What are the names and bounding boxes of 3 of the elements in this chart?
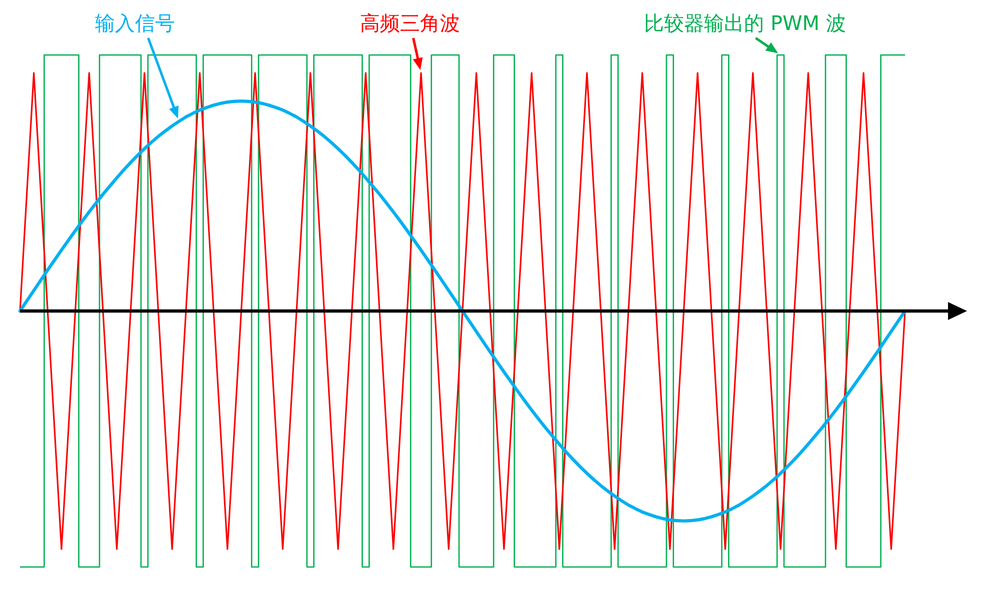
text: 输入信号 xyxy=(95,11,175,35)
series-label: 高频三角波 xyxy=(360,11,460,35)
series-label: 比较器输出的 PWM 波 xyxy=(644,11,846,35)
